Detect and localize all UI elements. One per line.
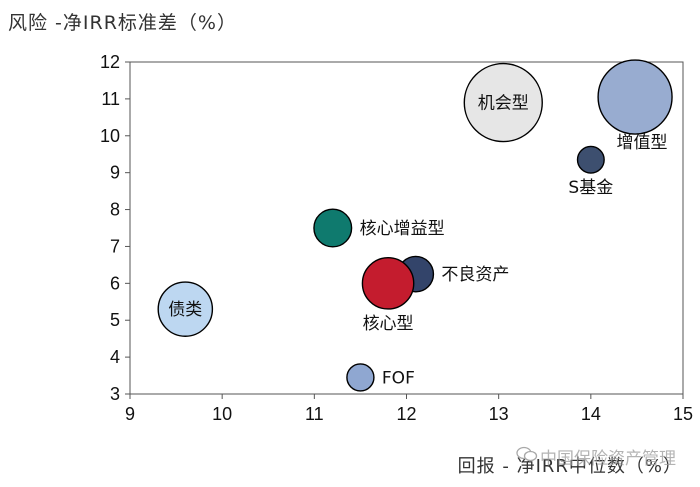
- x-tick-label: 11: [305, 404, 324, 424]
- bubble-label: 机会型: [478, 94, 529, 114]
- y-tick-label: 5: [110, 310, 120, 330]
- bubble-label: 核心型: [363, 314, 414, 334]
- bubble-point: [346, 363, 375, 392]
- x-tick-label: 14: [581, 404, 601, 424]
- bubble-label: S基金: [568, 178, 613, 198]
- x-tick-label: 15: [673, 404, 693, 424]
- bubble-label: 核心增益型: [360, 219, 445, 239]
- y-tick-label: 6: [110, 273, 120, 293]
- x-tick-label: 12: [396, 404, 416, 424]
- y-tick-label: 3: [110, 384, 120, 404]
- x-axis-label: 回报 - 净IRR中位数（%）: [457, 456, 682, 477]
- bubble-point: [597, 59, 673, 135]
- bubble-point: [576, 145, 605, 174]
- bubble-label: 增值型: [617, 133, 668, 153]
- wechat-icon: [516, 446, 538, 462]
- axes: 9 10 11 12 13 14 15 3 4 5 6 7 8 9 10 11 12: [100, 52, 693, 424]
- y-tick-label: 12: [100, 52, 120, 72]
- bubble-label: 债类: [168, 300, 202, 320]
- x-tick-label: 9: [125, 404, 135, 424]
- y-tick-label: 11: [101, 89, 120, 109]
- bubble-label: 不良资产: [441, 265, 509, 285]
- bubble-point: [313, 208, 353, 248]
- y-tick-label: 4: [110, 347, 120, 367]
- y-axis-label: 风险 -净IRR标准差（%）: [8, 12, 237, 34]
- x-tick-label: 13: [489, 404, 509, 424]
- y-tick-label: 7: [110, 236, 120, 256]
- y-tick-label: 8: [110, 200, 120, 220]
- bubbles: [157, 59, 673, 392]
- bubble-point: [361, 256, 415, 310]
- bubble-label: FOF: [382, 368, 415, 388]
- y-tick-label: 9: [110, 163, 120, 183]
- bubble-point: [463, 62, 543, 143]
- bubble-point: [157, 281, 214, 337]
- y-tick-label: 10: [100, 126, 120, 146]
- x-tick-label: 10: [212, 404, 232, 424]
- watermark: 中国保险资产管理: [540, 449, 676, 469]
